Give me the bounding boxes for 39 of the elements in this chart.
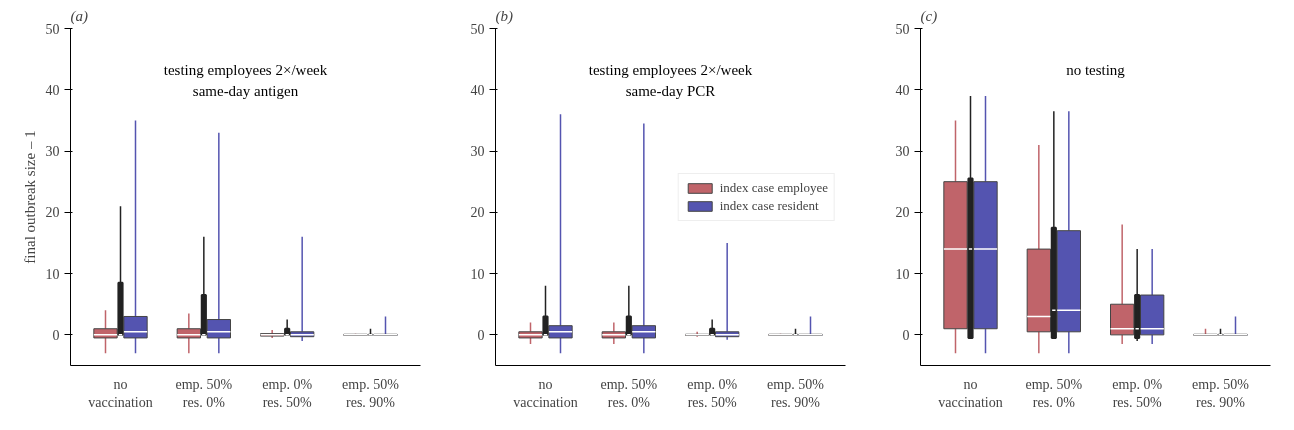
x-tick-label: emp. 50% res. 0%	[175, 376, 233, 410]
x-tick-label: no vaccination	[938, 376, 1003, 410]
y-tick-label: 40	[45, 82, 60, 98]
y-tick-label: 20	[470, 205, 485, 221]
y-tick-label: 0	[52, 327, 60, 343]
y-tick-label: 0	[477, 327, 485, 343]
legend-label: index case resident	[719, 197, 819, 214]
x-tick-label: emp. 50% res. 90%	[342, 376, 400, 410]
x-tick-label: emp. 50% res. 90%	[1192, 376, 1250, 410]
text: testing employees 2×/week same-day antigen	[163, 62, 328, 99]
x-tick-label: no vaccination	[88, 376, 153, 410]
y-tick-label: 30	[895, 144, 910, 160]
x-tick-label: emp. 0% res. 50%	[1112, 376, 1163, 410]
y-tick-label: 30	[470, 144, 485, 160]
y-tick-label: 50	[895, 21, 910, 37]
x-tick-label: emp. 50% res. 90%	[767, 376, 825, 410]
y-tick-label: 50	[470, 21, 485, 37]
legend-label: index case employee	[719, 179, 828, 196]
y-tick-label: 40	[895, 82, 910, 98]
x-tick-label: no vaccination	[513, 376, 578, 410]
y-tick-label: 10	[470, 266, 485, 282]
y-axis-title: final outbreak size – 1	[21, 130, 38, 264]
chart-title: (c)	[920, 7, 938, 25]
y-tick-label: 10	[895, 266, 910, 282]
y-tick-label: 20	[45, 205, 60, 221]
y-tick-label: 30	[45, 144, 60, 160]
x-tick-label: emp. 50% res. 0%	[1025, 376, 1083, 410]
y-tick-label: 40	[470, 82, 485, 98]
chart-title: (b)	[495, 7, 513, 25]
y-tick-label: 20	[895, 205, 910, 221]
y-tick-label: 10	[45, 266, 60, 282]
text: no testing	[1066, 62, 1126, 79]
x-tick-label: emp. 0% res. 50%	[262, 376, 313, 410]
y-tick-label: 50	[45, 21, 60, 37]
x-tick-label: emp. 50% res. 0%	[600, 376, 658, 410]
y-tick-label: 0	[902, 327, 910, 343]
text: testing employees 2×/week same-day PCR	[588, 62, 753, 99]
chart-title: (a)	[70, 7, 88, 25]
x-tick-label: emp. 0% res. 50%	[687, 376, 738, 410]
